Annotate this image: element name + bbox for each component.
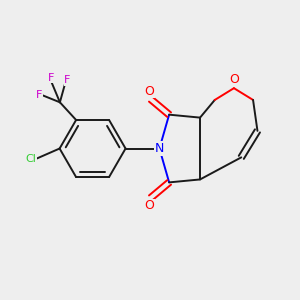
Text: F: F (36, 90, 43, 100)
Text: F: F (64, 75, 71, 85)
Text: F: F (48, 73, 54, 82)
Text: O: O (145, 200, 154, 212)
Text: N: N (155, 142, 164, 155)
Text: Cl: Cl (25, 154, 36, 164)
Text: O: O (145, 85, 154, 98)
Text: O: O (229, 74, 239, 86)
